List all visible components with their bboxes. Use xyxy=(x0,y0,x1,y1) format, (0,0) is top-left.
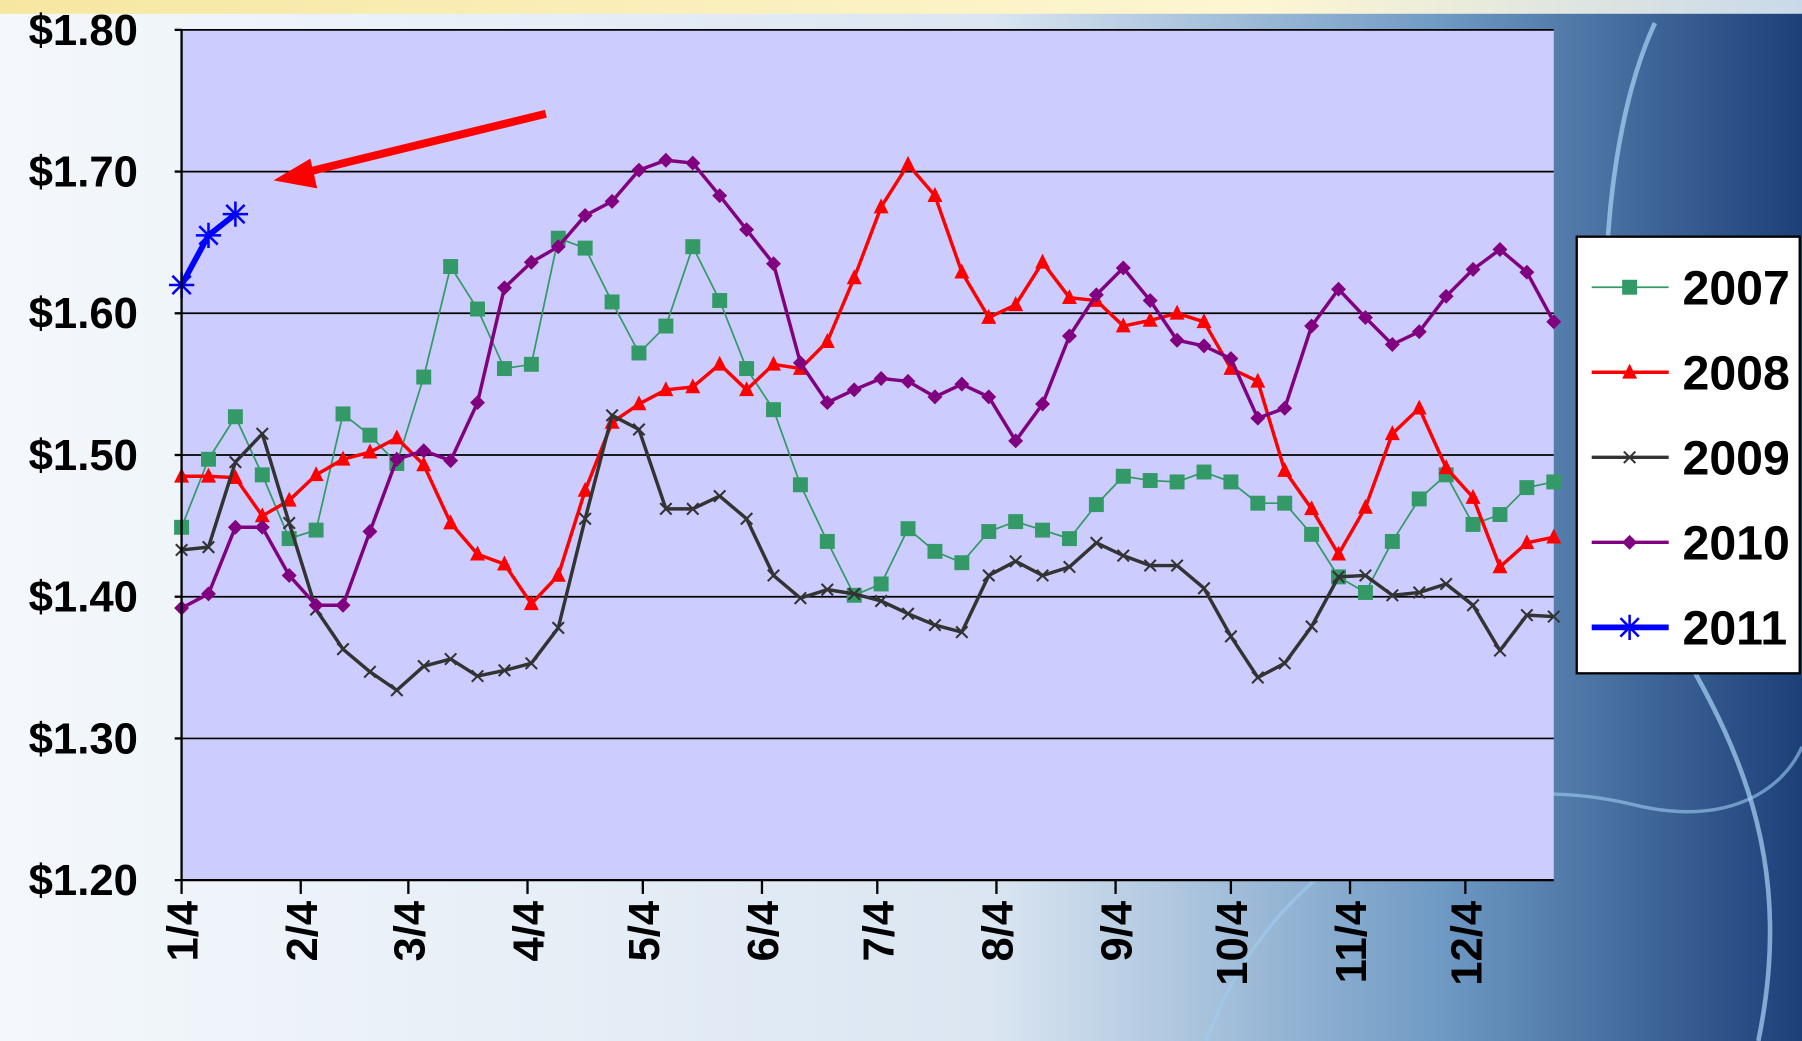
x-tick-label: 3/4 xyxy=(385,900,434,961)
y-tick-label: $1.20 xyxy=(29,856,138,905)
marker xyxy=(201,452,216,467)
marker xyxy=(362,428,377,443)
marker xyxy=(1304,527,1319,542)
x-tick-label: 11/4 xyxy=(1327,900,1376,983)
marker xyxy=(1466,517,1481,532)
marker xyxy=(954,555,969,570)
legend-label: 2009 xyxy=(1682,432,1789,486)
legend-label: 2010 xyxy=(1682,517,1789,571)
marker xyxy=(497,361,512,376)
marker xyxy=(443,259,458,274)
marker xyxy=(605,294,620,309)
x-tick-label: 8/4 xyxy=(974,900,1023,961)
marker xyxy=(416,370,431,385)
x-tick-label: 5/4 xyxy=(620,900,669,961)
marker xyxy=(524,357,539,372)
marker xyxy=(336,406,351,421)
marker xyxy=(1519,480,1534,495)
marker xyxy=(1617,615,1642,640)
marker xyxy=(1492,507,1507,522)
x-tick-label: 2/4 xyxy=(278,900,327,961)
marker xyxy=(196,223,221,248)
marker xyxy=(1412,491,1427,506)
y-tick-label: $1.70 xyxy=(29,148,138,197)
marker xyxy=(1008,514,1023,529)
x-tick-label: 4/4 xyxy=(505,900,554,961)
marker xyxy=(1116,469,1131,484)
y-tick-label: $1.40 xyxy=(29,573,138,622)
marker xyxy=(1546,474,1561,489)
marker xyxy=(1143,473,1158,488)
marker xyxy=(658,319,673,334)
y-tick-label: $1.50 xyxy=(29,431,138,480)
chart: 2007 2008 2009 2010 2011 $1.20 $1.30 $1.40 $1.5… xyxy=(0,0,1802,1041)
marker xyxy=(712,293,727,308)
x-tick-label: 6/4 xyxy=(739,900,788,961)
marker xyxy=(1197,465,1212,480)
marker xyxy=(981,524,996,539)
x-tick-label: 1/4 xyxy=(159,900,208,961)
x-tick-label: 12/4 xyxy=(1442,900,1491,986)
legend-label: 2008 xyxy=(1682,347,1789,401)
marker xyxy=(1062,531,1077,546)
top-band xyxy=(0,0,1802,14)
legend-label: 2007 xyxy=(1682,261,1789,315)
legend-label: 2011 xyxy=(1682,602,1787,656)
marker xyxy=(1622,280,1637,295)
marker xyxy=(1250,496,1265,511)
marker xyxy=(793,477,808,492)
marker xyxy=(685,239,700,254)
x-tick-label: 9/4 xyxy=(1093,900,1142,961)
marker xyxy=(1358,585,1373,600)
marker xyxy=(632,346,647,361)
marker xyxy=(927,544,942,559)
marker xyxy=(1170,474,1185,489)
x-tick-label: 10/4 xyxy=(1208,900,1257,986)
marker xyxy=(766,402,781,417)
marker xyxy=(901,521,916,536)
marker xyxy=(578,241,593,256)
x-tick-label: 7/4 xyxy=(854,900,903,961)
marker xyxy=(309,523,324,538)
marker xyxy=(874,576,889,591)
y-tick-label: $1.80 xyxy=(29,6,138,55)
marker xyxy=(1277,496,1292,511)
y-tick-label: $1.60 xyxy=(29,289,138,338)
marker xyxy=(820,534,835,549)
marker xyxy=(1035,523,1050,538)
marker xyxy=(1385,534,1400,549)
marker xyxy=(739,361,754,376)
marker xyxy=(470,302,485,317)
marker xyxy=(1089,497,1104,512)
marker xyxy=(228,409,243,424)
marker xyxy=(223,201,248,226)
page: {"chart_data": {"type": "line", "x": [0,… xyxy=(0,0,1802,1041)
y-tick-label: $1.30 xyxy=(29,714,138,763)
marker xyxy=(1223,474,1238,489)
marker xyxy=(255,467,270,482)
